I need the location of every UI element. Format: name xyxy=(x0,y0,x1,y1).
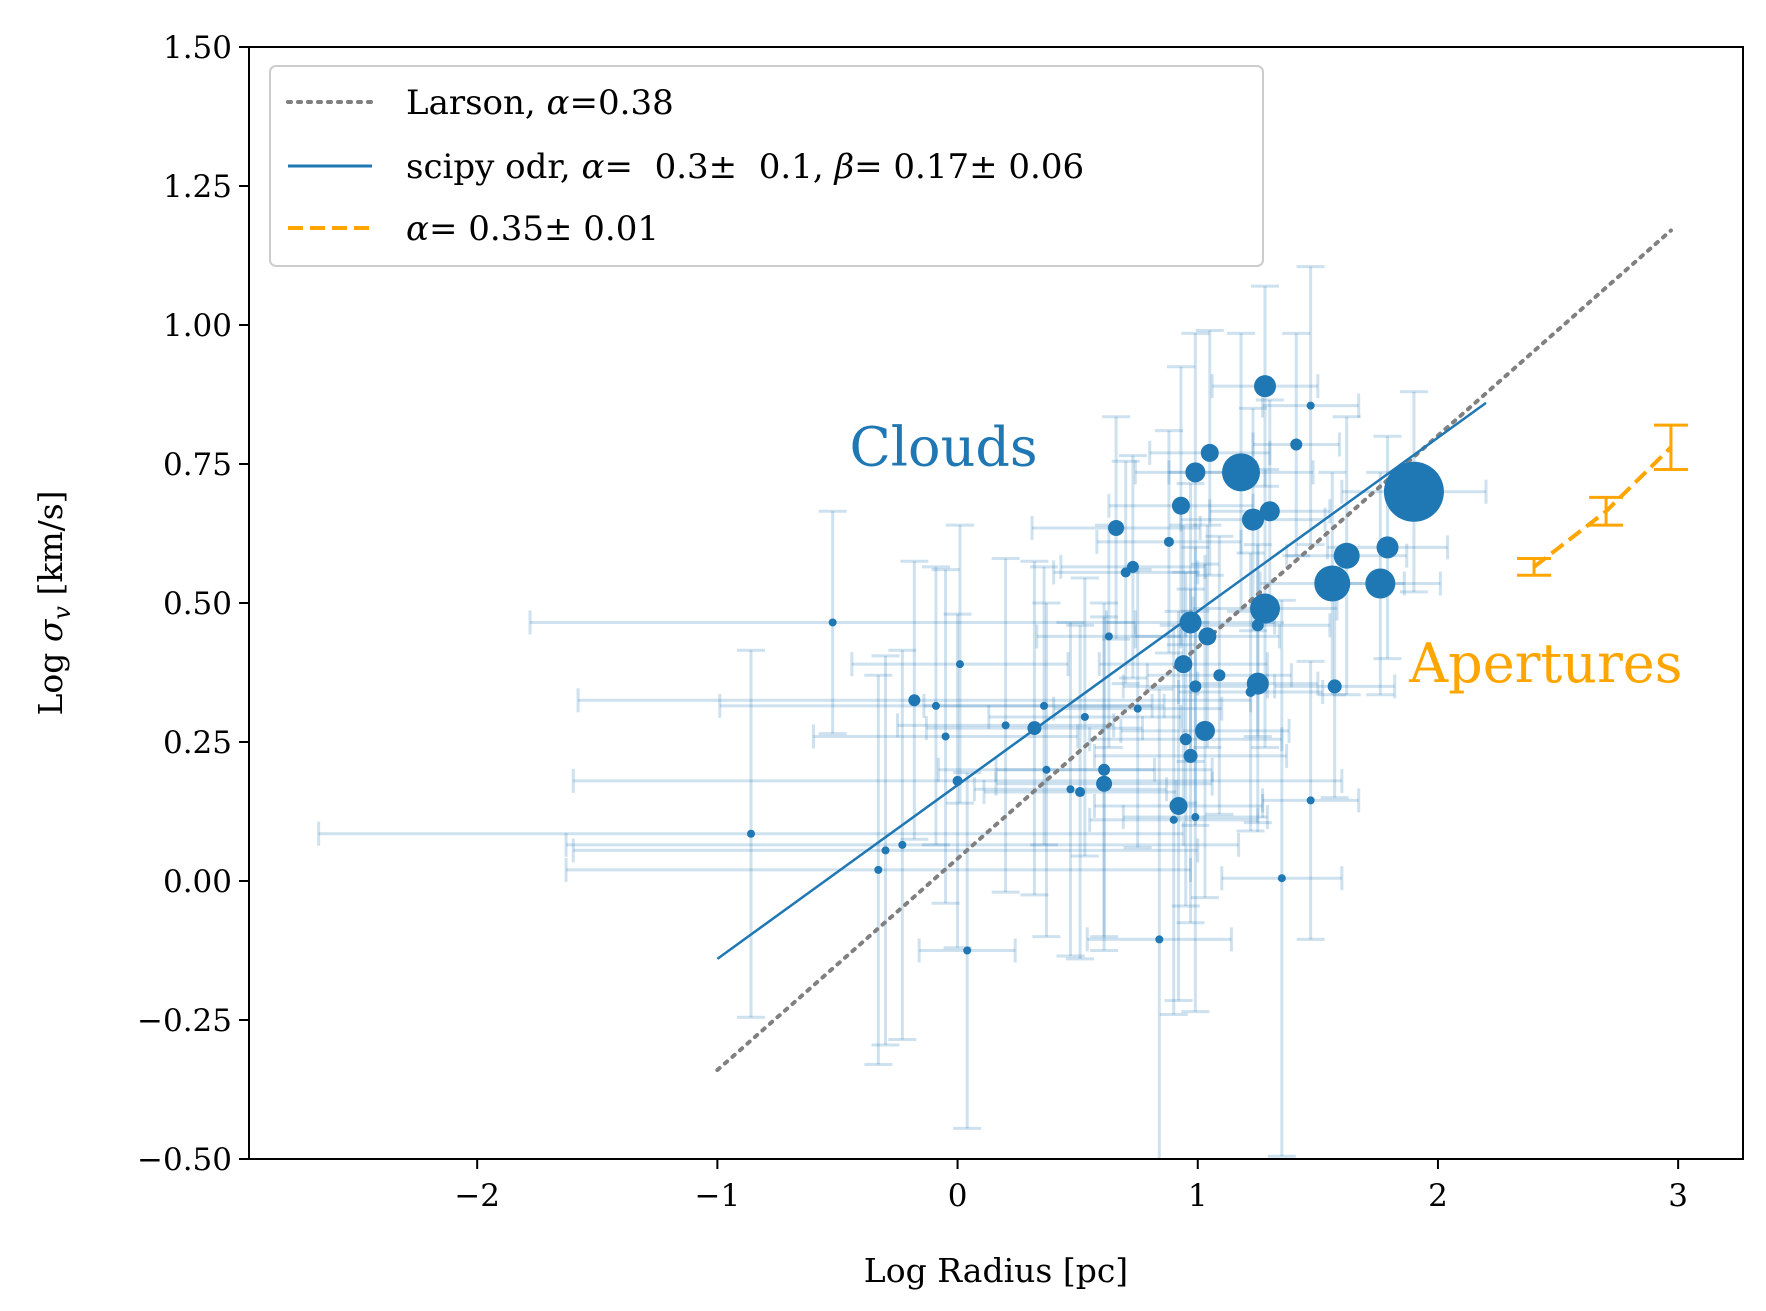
legend-box xyxy=(269,65,1264,267)
x-tick-label-2: 0 xyxy=(948,1178,968,1214)
legend: Larson, α=0.38 scipy odr, α= 0.3± 0.1, β… xyxy=(269,65,1264,267)
cloud-point-45 xyxy=(1096,775,1113,792)
cloud-point-30 xyxy=(1245,686,1256,697)
cloud-point-24 xyxy=(1174,655,1193,674)
cloud-point-28 xyxy=(1327,679,1342,694)
cloud-point-52 xyxy=(747,829,756,838)
cloud-point-37 xyxy=(1027,721,1042,736)
cloud-point-36 xyxy=(1001,721,1010,730)
y-tick-label-4: 0.50 xyxy=(163,586,232,622)
cloud-point-12 xyxy=(1333,542,1360,569)
cloud-point-53 xyxy=(898,840,907,849)
plot-data-layer xyxy=(317,228,1688,1159)
y-tick-label-2: 0.00 xyxy=(163,864,232,900)
cloud-point-47 xyxy=(1075,787,1086,798)
cloud-point-46 xyxy=(1066,785,1075,794)
cloud-point-38 xyxy=(1194,720,1215,741)
cloud-point-42 xyxy=(1098,763,1111,776)
y-tick-label-7: 1.25 xyxy=(163,169,232,205)
odr-fit-line xyxy=(716,401,1487,960)
annotation-apertures: Apertures xyxy=(1408,632,1682,695)
cloud-point-40 xyxy=(1179,733,1192,746)
y-axis-label: Log σv [km/s] xyxy=(31,490,76,715)
cloud-point-6 xyxy=(1383,461,1444,522)
cloud-point-39 xyxy=(941,732,950,741)
cloud-point-20 xyxy=(1251,619,1264,632)
cloud-point-15 xyxy=(1120,567,1131,578)
cloud-point-5 xyxy=(1185,462,1206,483)
legend-label-apertures: α= 0.35± 0.01 xyxy=(406,209,659,249)
axis-ticks: −2 −1 0 1 2 3 −0.50 −0.25 0.00 0.25 0.50 0.75 1.00 1.… xyxy=(137,30,1688,1214)
y-tick-label-1: −0.25 xyxy=(137,1003,232,1039)
cloud-point-33 xyxy=(1040,701,1049,710)
cloud-point-25 xyxy=(955,660,964,669)
y-tick-label-8: 1.50 xyxy=(163,30,232,66)
cloud-point-22 xyxy=(1104,632,1113,641)
cloud-point-7 xyxy=(1171,496,1190,515)
x-axis-label: Log Radius [pc] xyxy=(864,1251,1128,1290)
cloud-point-29 xyxy=(1189,680,1202,693)
cloud-point-2 xyxy=(1290,438,1303,451)
y-tick-label-6: 1.00 xyxy=(163,308,232,344)
cloud-point-51 xyxy=(1169,815,1178,824)
y-tick-label-3: 0.25 xyxy=(163,725,232,761)
cloud-point-34 xyxy=(1133,704,1142,713)
x-tick-label-5: 3 xyxy=(1668,1178,1688,1214)
cloud-point-58 xyxy=(963,946,972,955)
cloud-point-18 xyxy=(1250,593,1281,624)
cloud-point-43 xyxy=(1042,765,1051,774)
cloud-point-3 xyxy=(1200,443,1219,462)
cloud-point-19 xyxy=(1179,611,1202,634)
x-tick-label-1: −1 xyxy=(695,1178,741,1214)
apertures-series xyxy=(1517,423,1688,577)
cloud-point-10 xyxy=(1108,519,1125,536)
cloud-point-31 xyxy=(908,694,921,707)
cloud-point-44 xyxy=(952,775,963,786)
y-tick-label-5: 0.75 xyxy=(163,447,232,483)
cloud-point-41 xyxy=(1183,748,1198,763)
cloud-point-35 xyxy=(1080,712,1089,721)
cloud-point-56 xyxy=(1277,874,1286,883)
cloud-point-11 xyxy=(1163,536,1174,547)
x-tick-label-0: −2 xyxy=(454,1178,500,1214)
x-tick-label-4: 2 xyxy=(1428,1178,1448,1214)
cloud-point-54 xyxy=(881,846,890,855)
cloud-point-16 xyxy=(1314,565,1351,602)
cloud-point-1 xyxy=(1306,401,1315,410)
cloud-point-17 xyxy=(1365,568,1396,599)
cloud-point-50 xyxy=(1191,813,1200,822)
cloud-point-48 xyxy=(1306,796,1315,805)
cloud-point-55 xyxy=(874,865,883,874)
cloud-point-4 xyxy=(1221,453,1260,492)
cloud-point-49 xyxy=(1169,796,1188,815)
cloud-point-0 xyxy=(1254,375,1277,398)
cloud-point-23 xyxy=(1198,627,1217,646)
cloud-point-57 xyxy=(1155,935,1164,944)
x-tick-label-3: 1 xyxy=(1188,1178,1208,1214)
legend-label-larson: Larson, α=0.38 xyxy=(406,83,674,123)
cloud-point-8 xyxy=(1259,501,1280,522)
cloud-point-9 xyxy=(1242,508,1265,531)
cloud-point-32 xyxy=(931,701,940,710)
cloud-point-13 xyxy=(1376,536,1399,559)
cloud-point-21 xyxy=(828,618,837,627)
larson-line xyxy=(715,228,1673,1073)
y-tick-label-0: −0.50 xyxy=(137,1142,232,1178)
annotation-clouds: Clouds xyxy=(849,415,1037,478)
cloud-markers xyxy=(747,375,1444,955)
cloud-point-26 xyxy=(1213,669,1226,682)
legend-label-odr: scipy odr, α= 0.3± 0.1, β= 0.17± 0.06 xyxy=(406,147,1084,187)
